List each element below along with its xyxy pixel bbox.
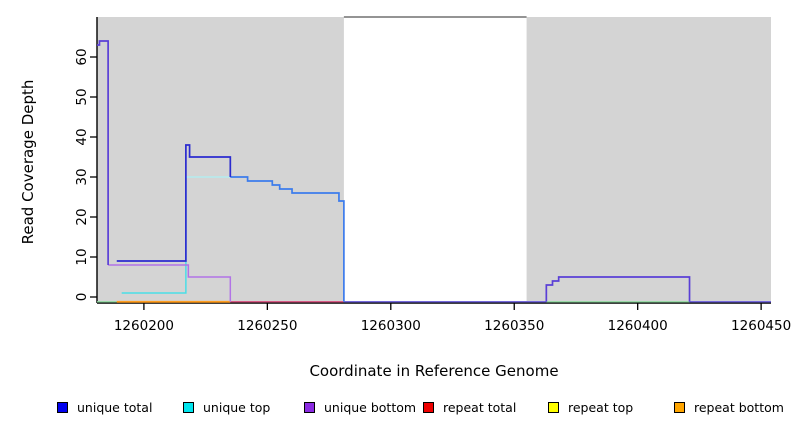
y-axis-title: Read Coverage Depth — [19, 79, 37, 245]
legend-label: repeat total — [443, 400, 517, 415]
y-tick-label: 50 — [74, 88, 90, 105]
x-axis-title: Coordinate in Reference Genome — [309, 362, 559, 380]
legend-label: unique bottom — [324, 400, 417, 415]
x-tick-label: 1260200 — [114, 318, 174, 334]
y-tick-label: 10 — [74, 248, 90, 265]
legend-label: repeat top — [568, 400, 634, 415]
series-total-descending — [230, 176, 345, 302]
x-tick-label: 1260450 — [731, 318, 791, 334]
repeat-region-1 — [97, 17, 344, 303]
x-tick-label: 1260250 — [237, 318, 297, 334]
series-unique-bottom-line — [108, 264, 232, 302]
y-tick-label: 0 — [74, 293, 90, 302]
y-tick-label: 20 — [74, 208, 90, 225]
legend-label: repeat bottom — [694, 400, 784, 415]
x-tick-label: 1260350 — [484, 318, 544, 334]
y-tick-label: 40 — [74, 128, 90, 145]
repeat-region-2 — [526, 17, 771, 303]
x-tick-label: 1260300 — [361, 318, 421, 334]
y-tick-label: 30 — [74, 168, 90, 185]
legend-swatch-icon — [183, 402, 194, 413]
legend-swatch-icon — [57, 402, 68, 413]
series-left-spike — [97, 40, 109, 265]
series-unique-total-dark — [116, 144, 232, 262]
series-right-plateau — [545, 276, 691, 302]
x-tick-label: 1260400 — [608, 318, 668, 334]
legend-swatch-icon — [548, 402, 559, 413]
legend-swatch-icon — [423, 402, 434, 413]
y-tick-label: 60 — [74, 48, 90, 65]
legend-swatch-icon — [674, 402, 685, 413]
legend-label: unique top — [203, 400, 271, 415]
legend-label: unique total — [77, 400, 153, 415]
legend-swatch-icon — [304, 402, 315, 413]
